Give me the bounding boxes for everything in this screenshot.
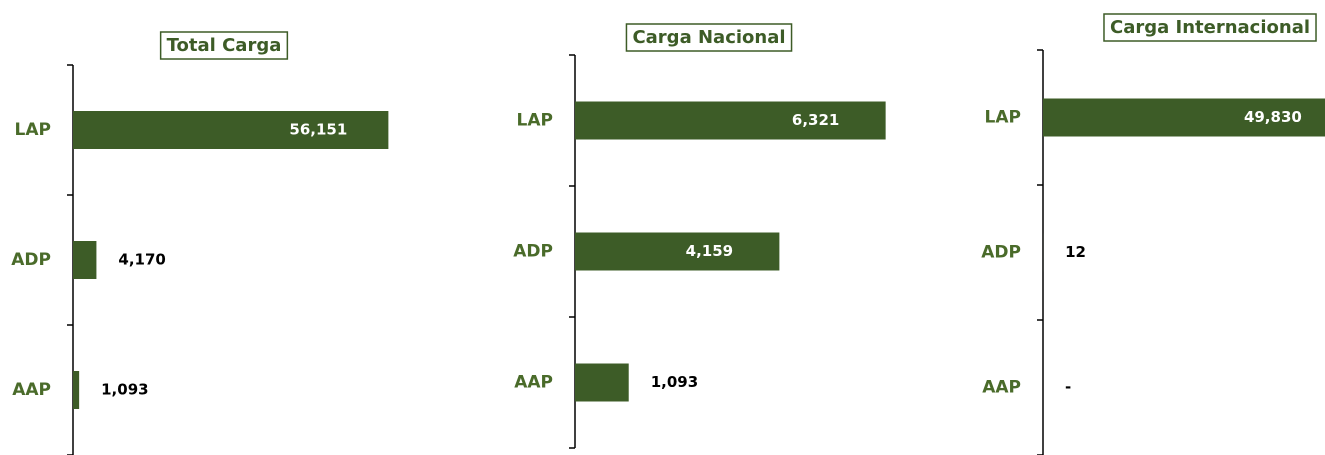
panel: Carga Internacional LAP 49,830 ADP 12 AAP - xyxy=(981,13,1325,455)
title-box xyxy=(625,23,793,52)
data-label: 12 xyxy=(1065,243,1086,261)
panel: Carga Nacional LAP 6,321 ADP 4,159 AAP 1,093 xyxy=(513,23,886,449)
chart-title: Carga Nacional xyxy=(632,27,785,48)
y-tick-label: AAP xyxy=(12,380,51,400)
chart-title: Total Carga xyxy=(167,35,282,56)
title-box xyxy=(1103,13,1317,42)
data-label: - xyxy=(1065,378,1071,396)
panel: Total Carga LAP 56,151 ADP 4,170 AAP 1,093 xyxy=(11,31,389,455)
y-tick-label: ADP xyxy=(513,242,553,262)
bar xyxy=(575,101,886,140)
y-tick-label: ADP xyxy=(981,243,1021,263)
y-tick-label: AAP xyxy=(982,378,1021,398)
y-tick-label: ADP xyxy=(11,250,51,270)
bar xyxy=(575,363,629,402)
bar xyxy=(73,241,97,279)
data-label: 56,151 xyxy=(289,121,347,139)
bar xyxy=(1043,98,1325,137)
y-tick-label: LAP xyxy=(517,111,553,131)
bar xyxy=(575,232,780,271)
bar xyxy=(73,111,389,149)
bar xyxy=(73,371,80,409)
y-tick-label: LAP xyxy=(15,120,51,140)
y-tick-label: LAP xyxy=(985,108,1021,128)
y-tick-label: AAP xyxy=(514,373,553,393)
data-label: 4,170 xyxy=(118,251,165,269)
data-label: 49,830 xyxy=(1244,108,1302,126)
title-box xyxy=(159,31,289,60)
data-label: 1,093 xyxy=(101,381,148,399)
data-label: 6,321 xyxy=(792,111,839,129)
data-label: 4,159 xyxy=(686,242,733,260)
chart-title: Carga Internacional xyxy=(1110,17,1310,38)
data-label: 1,093 xyxy=(651,373,698,391)
